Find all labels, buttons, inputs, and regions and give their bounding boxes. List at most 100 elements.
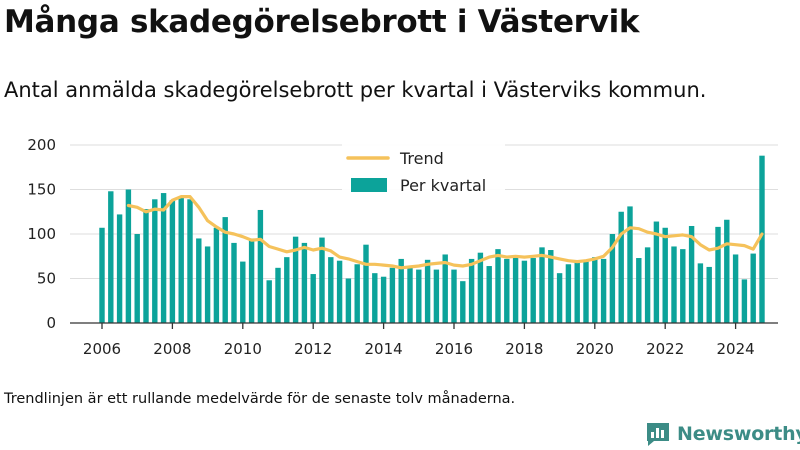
bar [424, 259, 431, 323]
bar [468, 258, 475, 323]
legend-trend-label: Trend [399, 149, 444, 168]
bar [345, 278, 352, 323]
bar [240, 261, 246, 323]
bar [512, 257, 519, 323]
bar [609, 234, 616, 323]
bar [460, 281, 466, 323]
bar [759, 155, 765, 323]
bar [706, 266, 712, 323]
bar [160, 193, 167, 323]
x-tick-label: 2018 [505, 340, 543, 358]
bar [372, 273, 378, 323]
trend-line [126, 195, 764, 270]
bar [407, 266, 413, 323]
bar [363, 244, 369, 323]
bar [592, 257, 598, 323]
bar [671, 246, 677, 323]
legend-background [342, 140, 505, 203]
bar [724, 219, 730, 323]
bar [433, 269, 440, 323]
bar [521, 260, 528, 323]
bar [495, 249, 501, 323]
y-tick-label: 200 [27, 136, 56, 154]
bar [732, 254, 739, 323]
y-axis-ticks: 0 50 100 150 200 [27, 136, 56, 332]
bar [319, 237, 325, 323]
bar [398, 258, 404, 323]
bar [204, 246, 211, 323]
x-tick-label: 2008 [153, 340, 191, 358]
brand-logo: Newsworthy [645, 421, 800, 447]
bar [213, 227, 220, 323]
x-tick-label: 2014 [365, 340, 403, 358]
bar [565, 264, 572, 323]
bar [697, 263, 704, 323]
bar [715, 226, 721, 323]
bar [301, 242, 308, 323]
bar [292, 236, 299, 323]
bar [380, 276, 387, 323]
bar [477, 252, 484, 323]
bar [680, 249, 686, 323]
bar [548, 250, 554, 323]
bar [196, 238, 202, 323]
bar [416, 269, 422, 323]
chart-title: Många skadegörelsebrott i Västervik [4, 4, 640, 40]
bar [451, 269, 457, 323]
legend: Trend Per kvartal [342, 140, 505, 203]
x-axis-ticks: 2006 2008 2010 2012 2014 2016 2018 2020 2022 2024 [83, 323, 755, 358]
bar [662, 227, 668, 323]
bar [574, 260, 580, 323]
bar [389, 267, 396, 323]
bar [539, 247, 545, 323]
x-tick-label: 2022 [646, 340, 684, 358]
x-tick-label: 2006 [83, 340, 121, 358]
brand-name: Newsworthy [677, 423, 800, 445]
bar [336, 260, 343, 323]
y-tick-label: 150 [27, 181, 56, 199]
bar [169, 200, 176, 323]
x-tick-label: 2012 [294, 340, 332, 358]
bar [99, 227, 105, 323]
bar [504, 258, 510, 323]
bar [257, 209, 264, 323]
bar [143, 209, 149, 323]
bar [222, 217, 228, 323]
x-tick-label: 2020 [576, 340, 614, 358]
legend-bar-swatch [351, 178, 387, 192]
bar [653, 221, 660, 323]
y-tick-label: 50 [37, 270, 56, 288]
x-tick-label: 2024 [717, 340, 755, 358]
bars [99, 155, 765, 323]
x-tick-label: 2016 [435, 340, 473, 358]
y-tick-label: 0 [46, 314, 56, 332]
x-tick-label: 2010 [224, 340, 262, 358]
bar [108, 191, 114, 323]
y-tick-label: 100 [27, 225, 56, 243]
bar [116, 214, 123, 323]
bar [486, 266, 492, 323]
legend-bar-label: Per kvartal [400, 176, 486, 195]
bar [187, 199, 193, 323]
bar [178, 197, 184, 323]
bar [530, 258, 536, 323]
bar [231, 242, 237, 323]
bar [248, 238, 255, 323]
bar [583, 259, 589, 323]
chart-subtitle: Antal anmälda skadegörelsebrott per kvar… [4, 78, 707, 102]
bar [750, 253, 756, 323]
newsworthy-logo-icon [647, 423, 669, 446]
bar [310, 274, 316, 323]
bar [266, 280, 272, 323]
bar [275, 267, 281, 323]
bar [556, 273, 563, 323]
bar [134, 234, 140, 323]
footnote: Trendlinjen är ett rullande medelvärde f… [4, 391, 516, 407]
bar [644, 247, 651, 323]
bar [354, 264, 360, 323]
bar [125, 189, 132, 323]
bar [636, 258, 642, 323]
bar [328, 257, 334, 323]
bar [152, 199, 158, 323]
